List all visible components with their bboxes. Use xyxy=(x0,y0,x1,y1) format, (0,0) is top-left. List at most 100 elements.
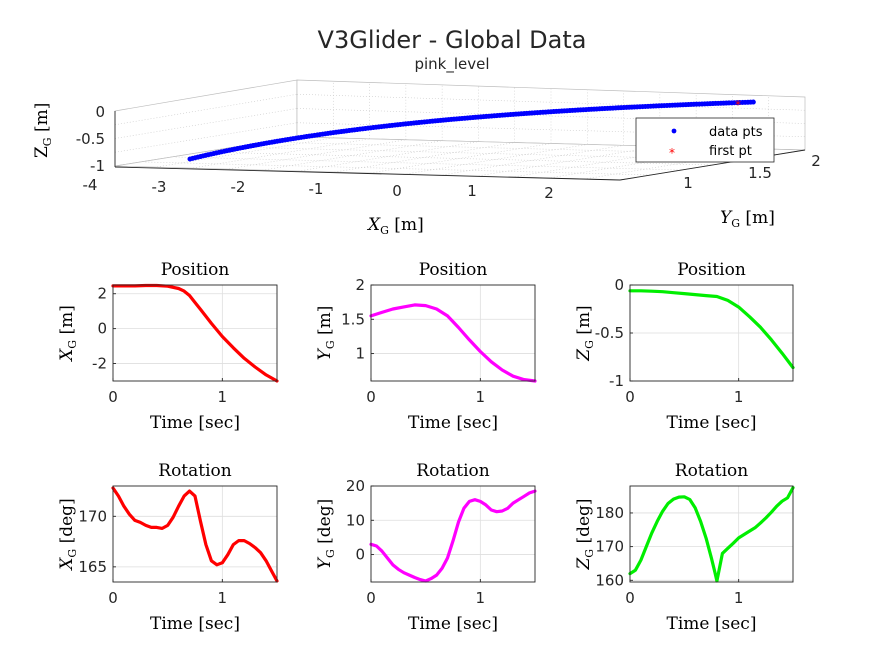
y-tick-label: 1.5 xyxy=(341,310,365,328)
data-series-posY xyxy=(369,303,537,383)
y-axis-label: XG [deg] xyxy=(57,498,79,571)
axes-box xyxy=(112,485,278,583)
x-tick-label: 1 xyxy=(467,182,477,200)
x-axis-label: Time [sec] xyxy=(667,413,757,433)
x-tick-label: 1 xyxy=(218,589,228,607)
y-tick-label: 0 xyxy=(614,276,624,294)
y-tick-label: 20 xyxy=(346,477,365,495)
x-axis-label: Time [sec] xyxy=(667,614,757,634)
subplot-title: Position xyxy=(161,260,230,280)
x-axis-line xyxy=(114,166,621,181)
3d-legend: data pts * first pt xyxy=(635,117,775,163)
3d-tick-labels: 0-0.5-1-4 -3 -2 -1 0 1 211.52 xyxy=(76,103,821,202)
plot-area xyxy=(371,486,535,582)
y-tick-label: -0.5 xyxy=(595,324,624,342)
x-tick-label: -1 xyxy=(309,180,324,198)
x-tick-label: 0 xyxy=(392,182,402,200)
svg-text:YG [m]: YG [m] xyxy=(720,208,775,230)
y-tick-label: 165 xyxy=(78,558,107,576)
3d-data-points xyxy=(187,99,758,162)
x-axis-label: Time [sec] xyxy=(408,413,498,433)
x-tick-label: 2 xyxy=(544,184,554,202)
x-tick-label: 1 xyxy=(476,589,486,607)
z-tick-label: 0 xyxy=(95,103,105,121)
x-tick-label: 1 xyxy=(734,388,744,406)
y-tick-label: 170 xyxy=(595,538,624,556)
legend-data-pts-label: data pts xyxy=(709,125,763,140)
data-series-rotX xyxy=(111,486,279,583)
global-3d-plot: 0-0.5-1-4 -3 -2 -1 0 1 211.52 * ZG [m] XG [m] … xyxy=(32,79,821,237)
x-tick-label: 0 xyxy=(108,589,118,607)
subplot-posY: 0 1 2 1.5 1 Position Time [sec] YG [m] xyxy=(315,260,537,433)
axes-box xyxy=(629,485,794,583)
y-axis-label: ZG [deg] xyxy=(574,498,596,570)
x-tick-label: 1 xyxy=(476,388,486,406)
3d-first-point: * xyxy=(735,98,741,112)
data-series-posX xyxy=(111,283,279,383)
x-tick-label: 0 xyxy=(108,388,118,406)
3d-y-axis-label: YG [m] xyxy=(720,208,775,230)
axes-box xyxy=(112,284,278,382)
figure-title: V3Glider - Global Data xyxy=(318,26,587,54)
subplot-rotZ: 0 1 180 170 160 Rotation Time [sec] ZG [deg] xyxy=(574,461,795,634)
y-tick-label: 0 xyxy=(355,546,365,564)
y-axis-label: XG [m] xyxy=(57,305,79,363)
y-tick-label: 10 xyxy=(346,511,365,529)
y-tick-label: 1 xyxy=(683,174,693,192)
x-axis-label: Time [sec] xyxy=(408,614,498,634)
legend-first-pt-marker: * xyxy=(669,146,675,160)
legend-data-pts-marker xyxy=(671,128,677,134)
x-tick-label: -2 xyxy=(231,178,246,196)
y-axis-label: YG [deg] xyxy=(315,499,337,570)
y-tick-label: 2 xyxy=(355,276,365,294)
y-tick-label: -2 xyxy=(92,355,107,373)
y-tick-label: 2 xyxy=(97,285,107,303)
x-tick-label: 0 xyxy=(366,589,376,607)
data-series-rotZ xyxy=(628,486,795,583)
axes-box xyxy=(370,485,536,583)
z-tick-label: -1 xyxy=(90,157,105,175)
z-tick-label: -0.5 xyxy=(76,130,105,148)
y-tick-label: -1 xyxy=(609,372,624,390)
figure-subtitle: pink_level xyxy=(414,55,489,74)
data-series-posZ xyxy=(628,289,795,370)
subplot-title: Position xyxy=(677,260,746,280)
x-axis-label: Time [sec] xyxy=(150,614,240,634)
subplot-title: Rotation xyxy=(416,461,490,481)
subplot-rotX: 0 1 170 165 Rotation Time [sec] XG [deg] xyxy=(57,461,279,634)
svg-text:ZG [m]: ZG [m] xyxy=(32,103,54,158)
subplot-posZ: 0 1 0 -0.5 -1 Position Time [sec] ZG [m] xyxy=(574,260,795,433)
x-axis-label: Time [sec] xyxy=(150,413,240,433)
x-tick-label: -4 xyxy=(83,176,98,194)
x-tick-label: 1 xyxy=(218,388,228,406)
y-tick-label: 2 xyxy=(811,152,821,170)
y-tick-label: 180 xyxy=(595,504,624,522)
legend-first-pt-label: first pt xyxy=(709,144,752,159)
data-series-rotY xyxy=(369,489,537,583)
x-tick-label: 0 xyxy=(625,589,635,607)
subplot-title: Rotation xyxy=(675,461,749,481)
x-tick-label: -3 xyxy=(152,178,167,196)
plot-area xyxy=(371,285,535,381)
subplot-title: Rotation xyxy=(158,461,232,481)
subplot-rotY: 0 1 20 10 0 Rotation Time [sec] YG [deg] xyxy=(315,461,537,634)
svg-text:XG [m]: XG [m] xyxy=(366,215,424,237)
3d-x-axis-label: XG [m] xyxy=(366,215,424,237)
axes-box xyxy=(370,284,536,382)
x-tick-label: 1 xyxy=(734,589,744,607)
y-axis-label: ZG [m] xyxy=(574,305,596,361)
y-tick-label: 0 xyxy=(97,320,107,338)
x-tick-label: 0 xyxy=(625,388,635,406)
y-axis-label: YG [m] xyxy=(315,306,337,361)
y-tick-label: 1 xyxy=(355,345,365,363)
plot-area xyxy=(630,486,793,582)
x-tick-label: 0 xyxy=(366,388,376,406)
subplot-title: Position xyxy=(419,260,488,280)
y-tick-label: 1.5 xyxy=(748,164,772,182)
3d-z-axis-label: ZG [m] xyxy=(32,103,54,158)
y-tick-label: 170 xyxy=(78,507,107,525)
y-tick-label: 160 xyxy=(595,571,624,589)
